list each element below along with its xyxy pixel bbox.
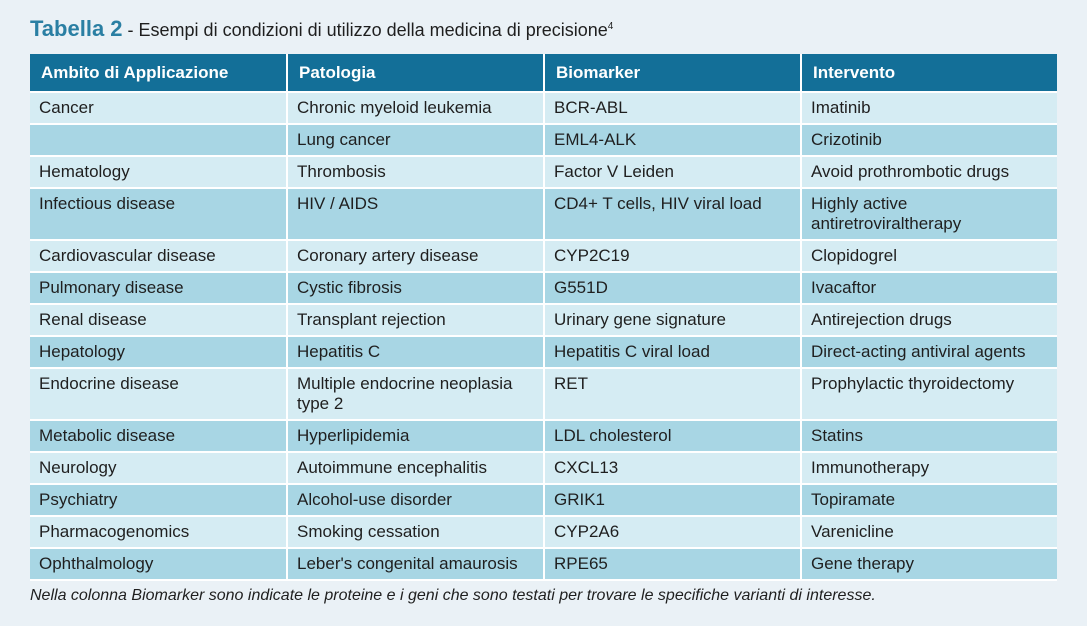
cell-ambito: Metabolic disease [30,420,288,453]
table-row: Cancer Chronic myeloid leukemia BCR-ABL … [30,92,1057,125]
cell-patologia: Chronic myeloid leukemia [287,92,545,125]
cell-ambito: Infectious disease [30,188,288,241]
cell-biomarker: Factor V Leiden [544,156,802,189]
cell-biomarker: LDL cholesterol [544,420,802,453]
cell-biomarker: Urinary gene signature [544,304,802,337]
cell-patologia: Hyperlipidemia [287,420,545,453]
cell-patologia: Smoking cessation [287,516,545,549]
cell-biomarker: CXCL13 [544,452,802,485]
cell-patologia: Transplant rejection [287,304,545,337]
cell-intervento: Direct-acting antiviral agents [801,336,1057,369]
data-table: Ambito di Applicazione Patologia Biomark… [30,54,1057,581]
table-row: Metabolic disease Hyperlipidemia LDL cho… [30,420,1057,453]
cell-ambito: Endocrine disease [30,368,288,421]
cell-ambito [30,124,288,157]
cell-patologia: Hepatitis C [287,336,545,369]
cell-ambito: Renal disease [30,304,288,337]
cell-intervento: Antirejection drugs [801,304,1057,337]
cell-patologia: Leber's congenital amaurosis [287,548,545,581]
title-separator: - [122,20,139,40]
cell-biomarker: GRIK1 [544,484,802,517]
column-header-patologia: Patologia [287,54,545,93]
table-row: Neurology Autoimmune encephalitis CXCL13… [30,452,1057,485]
table-row: Renal disease Transplant rejection Urina… [30,304,1057,337]
table-row: Infectious disease HIV / AIDS CD4+ T cel… [30,188,1057,241]
cell-ambito: Pulmonary disease [30,272,288,305]
cell-patologia: Multiple endocrine neoplasia type 2 [287,368,545,421]
cell-ambito: Neurology [30,452,288,485]
cell-intervento: Avoid prothrombotic drugs [801,156,1057,189]
cell-intervento: Highly active antiretroviraltherapy [801,188,1057,241]
table-number: Tabella 2 [30,16,123,41]
cell-intervento: Gene therapy [801,548,1057,581]
cell-intervento: Varenicline [801,516,1057,549]
cell-intervento: Imatinib [801,92,1057,125]
table-row: Lung cancer EML4-ALK Crizotinib [30,124,1057,157]
cell-biomarker: RET [544,368,802,421]
table-header-row: Ambito di Applicazione Patologia Biomark… [30,54,1057,93]
table-row: Cardiovascular disease Coronary artery d… [30,240,1057,273]
cell-intervento: Topiramate [801,484,1057,517]
cell-biomarker: RPE65 [544,548,802,581]
table-row: Hepatology Hepatitis C Hepatitis C viral… [30,336,1057,369]
table-row: Ophthalmology Leber's congenital amauros… [30,548,1057,581]
cell-intervento: Immunotherapy [801,452,1057,485]
column-header-biomarker: Biomarker [544,54,802,93]
cell-biomarker: CYP2C19 [544,240,802,273]
cell-ambito: Cardiovascular disease [30,240,288,273]
cell-biomarker: CD4+ T cells, HIV viral load [544,188,802,241]
cell-ambito: Hepatology [30,336,288,369]
cell-ambito: Ophthalmology [30,548,288,581]
table-row: Endocrine disease Multiple endocrine neo… [30,368,1057,421]
table-footnote: Nella colonna Biomarker sono indicate le… [30,587,876,604]
table-row: Pulmonary disease Cystic fibrosis G551D … [30,272,1057,305]
cell-patologia: Coronary artery disease [287,240,545,273]
cell-patologia: HIV / AIDS [287,188,545,241]
cell-ambito: Hematology [30,156,288,189]
cell-intervento: Crizotinib [801,124,1057,157]
cell-intervento: Clopidogrel [801,240,1057,273]
cell-intervento: Statins [801,420,1057,453]
column-header-intervento: Intervento [801,54,1057,93]
cell-patologia: Lung cancer [287,124,545,157]
table-row: Psychiatry Alcohol-use disorder GRIK1 To… [30,484,1057,517]
table-row: Pharmacogenomics Smoking cessation CYP2A… [30,516,1057,549]
cell-biomarker: EML4-ALK [544,124,802,157]
cell-ambito: Psychiatry [30,484,288,517]
cell-patologia: Autoimmune encephalitis [287,452,545,485]
reference-superscript: 4 [607,21,614,32]
cell-biomarker: G551D [544,272,802,305]
cell-patologia: Thrombosis [287,156,545,189]
cell-ambito: Cancer [30,92,288,125]
column-header-ambito: Ambito di Applicazione [30,54,288,93]
cell-ambito: Pharmacogenomics [30,516,288,549]
cell-intervento: Ivacaftor [801,272,1057,305]
table-row: Hematology Thrombosis Factor V Leiden Av… [30,156,1057,189]
table-caption: Esempi di condizioni di utilizzo della m… [138,20,608,40]
table-title: Tabella 2 - Esempi di condizioni di util… [30,14,613,45]
cell-biomarker: BCR-ABL [544,92,802,125]
cell-biomarker: Hepatitis C viral load [544,336,802,369]
cell-patologia: Alcohol-use disorder [287,484,545,517]
cell-intervento: Prophylactic thyroidectomy [801,368,1057,421]
cell-patologia: Cystic fibrosis [287,272,545,305]
precision-medicine-table: Ambito di Applicazione Patologia Biomark… [30,54,1057,581]
cell-biomarker: CYP2A6 [544,516,802,549]
